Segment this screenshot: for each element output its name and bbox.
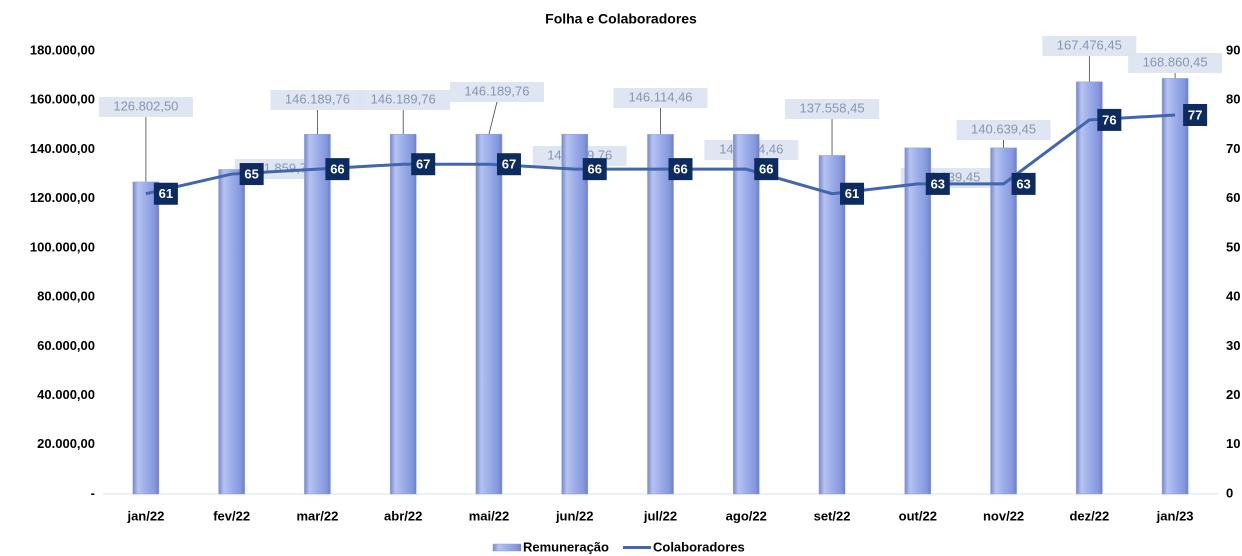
- line: [145, 113, 1176, 196]
- value-label-box: [956, 120, 1051, 140]
- chart-title: Folha e Colaboradores: [545, 11, 697, 27]
- bar: [904, 147, 932, 495]
- y2-tick-label: 40: [1226, 289, 1240, 304]
- line-label-box: [925, 172, 950, 195]
- line-label-box: [411, 153, 436, 176]
- line-label: 63: [931, 176, 945, 191]
- x-tick-label: mar/22: [296, 508, 338, 523]
- legend-swatch: [492, 543, 522, 552]
- line-label-box: [1097, 108, 1122, 131]
- y-tick-label: 140.000,00: [30, 141, 95, 156]
- line-label-box: [239, 163, 264, 186]
- value-label-box: [785, 99, 880, 119]
- y2-tick-label: 90: [1226, 42, 1240, 57]
- value-label: 168.860,45: [1143, 54, 1208, 69]
- line-label: 66: [587, 162, 601, 177]
- value-label: 146.189,76: [285, 91, 350, 106]
- line-label-box: [1011, 172, 1036, 195]
- bar: [218, 169, 245, 495]
- bar: [132, 181, 160, 495]
- line-label-box: [840, 182, 865, 205]
- line-label: 66: [673, 162, 687, 177]
- line-label-box: [153, 182, 178, 205]
- value-label: 167.476,45: [1057, 37, 1122, 52]
- x-tick-label: nov/22: [983, 508, 1024, 523]
- value-label-box: [98, 97, 193, 117]
- value-label-box: [1042, 36, 1137, 56]
- value-label: 140.639,45: [971, 121, 1036, 136]
- bar: [733, 134, 760, 495]
- y-tick-label: 80.000,00: [37, 289, 95, 304]
- bar: [818, 155, 846, 495]
- value-label: 137.558,45: [799, 100, 864, 115]
- bar: [304, 133, 331, 495]
- bar: [1076, 81, 1103, 495]
- legend-label: Colaboradores: [653, 539, 745, 554]
- y-tick-label: 160.000,00: [30, 92, 95, 107]
- line-label: 66: [759, 162, 773, 177]
- line-label: 67: [502, 157, 516, 172]
- line-label: 67: [416, 157, 430, 172]
- bar: [990, 147, 1017, 495]
- x-tick-label: jan/22: [126, 508, 164, 523]
- value-label-box: [449, 82, 544, 102]
- y2-tick-label: 10: [1226, 436, 1240, 451]
- line-label: 61: [845, 186, 859, 201]
- y2-tick-label: 80: [1226, 92, 1240, 107]
- line-label: 61: [159, 186, 173, 201]
- value-label-box: [356, 90, 451, 110]
- y2-tick-label: 30: [1226, 338, 1240, 353]
- x-tick-label: out/22: [899, 508, 937, 523]
- bar: [1161, 78, 1189, 495]
- x-tick-label: jan/23: [1156, 508, 1194, 523]
- y2-tick-label: 50: [1226, 239, 1240, 254]
- leader-line: [488, 101, 498, 135]
- line-label-box: [1183, 103, 1208, 126]
- legend-label: Remuneração: [523, 539, 609, 554]
- y-tick-label: 60.000,00: [37, 338, 95, 353]
- line-label: 77: [1188, 107, 1202, 122]
- line-label-box: [668, 158, 693, 181]
- y2-tick-label: 70: [1226, 141, 1240, 156]
- y-tick-label: 20.000,00: [37, 436, 95, 451]
- line-label-box: [582, 158, 607, 181]
- value-label: 146.189,76: [464, 83, 529, 98]
- line-label: 63: [1016, 176, 1030, 191]
- bar: [389, 133, 417, 495]
- x-tick-label: dez/22: [1069, 508, 1109, 523]
- y-tick-label: 120.000,00: [30, 190, 95, 205]
- line-label-box: [754, 158, 779, 181]
- x-tick-label: fev/22: [213, 508, 250, 523]
- y-tick-label: 100.000,00: [30, 239, 95, 254]
- value-label-box: [613, 88, 708, 108]
- x-tick-label: jul/22: [643, 508, 677, 523]
- bar: [475, 133, 503, 495]
- y-tick-label: -: [91, 485, 95, 500]
- value-label-box: [1128, 53, 1223, 73]
- x-tick-label: jun/22: [555, 508, 594, 523]
- line-label-box: [496, 153, 521, 176]
- value-label: 126.802,50: [113, 98, 178, 113]
- line-label: 76: [1102, 112, 1116, 127]
- x-tick-label: ago/22: [726, 508, 767, 523]
- bar: [561, 133, 588, 495]
- x-tick-label: mai/22: [469, 508, 509, 523]
- value-label: 146.189,76: [371, 91, 436, 106]
- y-tick-label: 40.000,00: [37, 387, 95, 402]
- line-label: 66: [330, 162, 344, 177]
- value-label: 146.114,46: [628, 89, 692, 104]
- x-tick-label: abr/22: [384, 508, 422, 523]
- bar: [647, 134, 674, 495]
- y2-tick-label: 60: [1226, 190, 1240, 205]
- y2-tick-label: 0: [1226, 485, 1233, 500]
- y-tick-label: 180.000,00: [30, 42, 95, 57]
- value-label-box: [270, 90, 365, 110]
- y2-tick-label: 20: [1226, 387, 1240, 402]
- line-label: 65: [244, 166, 258, 181]
- line-label-box: [325, 158, 350, 181]
- x-tick-label: set/22: [814, 508, 851, 523]
